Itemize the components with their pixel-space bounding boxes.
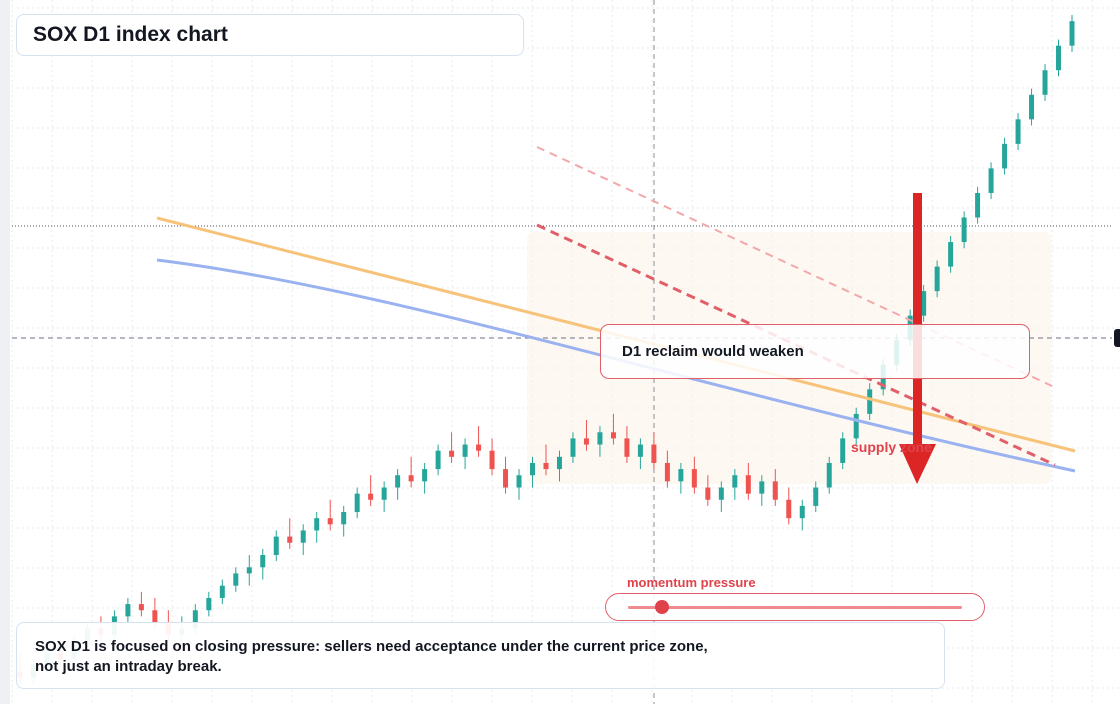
note-line-1: SOX D1 is focused on closing pressure: s… [35,638,708,655]
candle-body [610,432,616,439]
candle-body [476,444,482,451]
candle-body [395,475,401,488]
price-tag-marker [1114,329,1120,347]
candle-body [125,604,131,617]
candle-body [1069,21,1075,46]
down-arrow [899,193,936,484]
candle-body [219,585,225,598]
candle-body [867,389,873,414]
candle-body [543,462,549,470]
momentum-knob[interactable] [654,600,669,614]
chart-title: SOX D1 index chart [16,14,524,56]
candle-body [988,168,994,193]
candle-body [664,462,670,482]
candle-body [341,512,347,525]
candle-body [300,530,306,543]
candle-body [381,487,387,500]
candle-body [1056,45,1062,71]
candle-body [1015,119,1021,144]
supply-zone-label: supply zone [851,439,932,455]
candle-body [489,450,495,470]
momentum-slider[interactable] [605,593,985,621]
candle-body [449,450,455,457]
candle-body [948,242,954,267]
candle-body [503,469,509,488]
candle-body [435,450,441,470]
candle-body [786,499,792,519]
chart-title-text: SOX D1 index chart [33,23,228,46]
candle-body [651,444,657,463]
candle-body [327,518,333,525]
candle-body [1002,143,1008,169]
callout-text: D1 reclaim would weaken [622,343,804,360]
candle-body [368,493,374,500]
candle-body [691,469,697,488]
reclaim-callout: D1 reclaim would weaken [600,324,1030,379]
candle-body [799,505,805,519]
momentum-track [628,606,962,609]
candle-body [934,266,940,292]
candle-body [705,487,711,500]
candle-body [772,481,778,500]
candle-body [961,217,967,243]
candle-body [462,444,468,457]
candle-body [273,536,279,555]
candle-body [921,291,927,316]
candle-body [826,462,832,488]
candle-body [1042,70,1048,95]
candle-body [975,192,981,218]
candle-body [233,573,239,586]
candle-body [840,438,846,463]
momentum-label: momentum pressure [627,575,756,590]
candle-body [354,493,360,513]
candle-body [597,432,603,445]
trendline-dashed-faint [536,146,1053,387]
candle-body [853,413,859,439]
candle-body [287,536,293,543]
analysis-note: SOX D1 is focused on closing pressure: s… [16,622,945,689]
candle-body [152,610,158,623]
candle-body [138,604,144,611]
candle-body [759,481,765,494]
candle-body [732,475,738,488]
candle-body [206,597,212,611]
candle-body [718,487,724,500]
candle-body [516,475,522,488]
candle-body [260,555,266,568]
candle-body [624,438,630,457]
candle-body [192,610,198,629]
candle-body [422,469,428,482]
candle-body [570,438,576,457]
note-line-2: not just an intraday break. [35,658,222,675]
candle-body [745,475,751,494]
candle-body [813,487,819,506]
candle-body [1029,94,1035,120]
candle-body [314,518,320,531]
candle-body [678,469,684,482]
candle-body [246,567,252,574]
candle-body [556,456,562,470]
candle-body [408,475,414,482]
candle-body [530,462,536,476]
left-edge-strip [0,0,10,704]
candle-body [637,444,643,457]
candle-body [583,438,589,445]
